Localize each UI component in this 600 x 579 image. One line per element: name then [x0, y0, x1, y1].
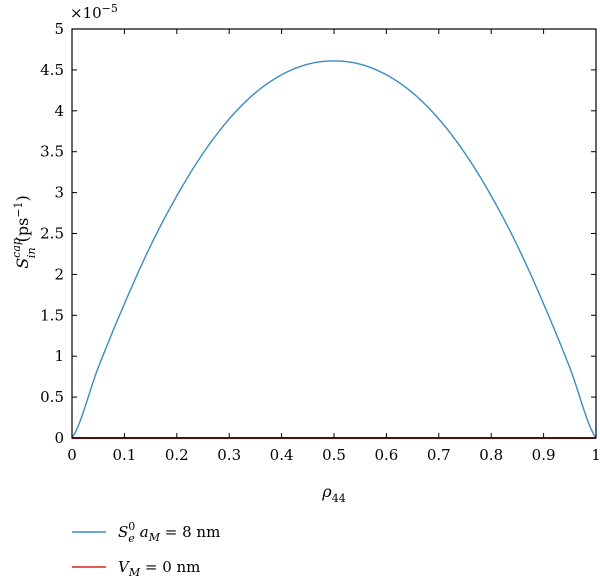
y-tick-label: 4.5 — [40, 61, 64, 79]
y-tick-label: 0 — [54, 429, 64, 447]
x-tick-label: 1 — [591, 446, 600, 464]
x-tick-label: 0.4 — [270, 446, 294, 464]
series-layer — [71, 60, 597, 439]
x-tick-label: 0 — [67, 446, 77, 464]
legend-label-1: VM = 0 nm — [118, 558, 200, 579]
y-tick-label: 1.5 — [40, 306, 64, 324]
y-tick-label: 4 — [54, 102, 64, 120]
y-tick-label: 2.5 — [40, 225, 64, 243]
x-tick-label: 0.7 — [427, 446, 451, 464]
y-multiplier-label: ×10−5 — [70, 2, 118, 22]
y-tick-label: 0.5 — [40, 388, 64, 406]
legend-label-0: S0 e aM = 8 nm — [118, 520, 220, 545]
x-tick-label: 0.8 — [479, 446, 503, 464]
y-tick-label: 1 — [54, 347, 64, 365]
x-tick-label: 0.5 — [322, 446, 346, 464]
legend: S0 e aM = 8 nm VM = 0 nm — [72, 520, 220, 579]
x-tick-label: 0.2 — [165, 446, 189, 464]
x-tick-label: 0.3 — [217, 446, 241, 464]
x-tick-label: 0.6 — [374, 446, 398, 464]
y-tick-label: 2 — [54, 265, 64, 283]
y-tick-label: 3 — [54, 184, 64, 202]
x-axis-title: ρ44 — [321, 482, 345, 505]
x-tick-label: 0.1 — [112, 446, 136, 464]
y-axis-title: Scap in (ps−1) — [10, 195, 38, 269]
plot-frame — [71, 28, 597, 439]
y-tick-label: 3.5 — [40, 143, 64, 161]
y-axis: 0 0.5 1 1.5 2 2.5 3 3.5 4 4.5 5 — [40, 20, 596, 447]
x-tick-label: 0.9 — [532, 446, 556, 464]
y-tick-label: 5 — [54, 20, 64, 38]
series-line-0 — [71, 60, 597, 439]
x-axis: 0 0.1 0.2 0.3 0.4 0.5 0.6 0.7 0.8 0.9 1 — [67, 29, 600, 464]
